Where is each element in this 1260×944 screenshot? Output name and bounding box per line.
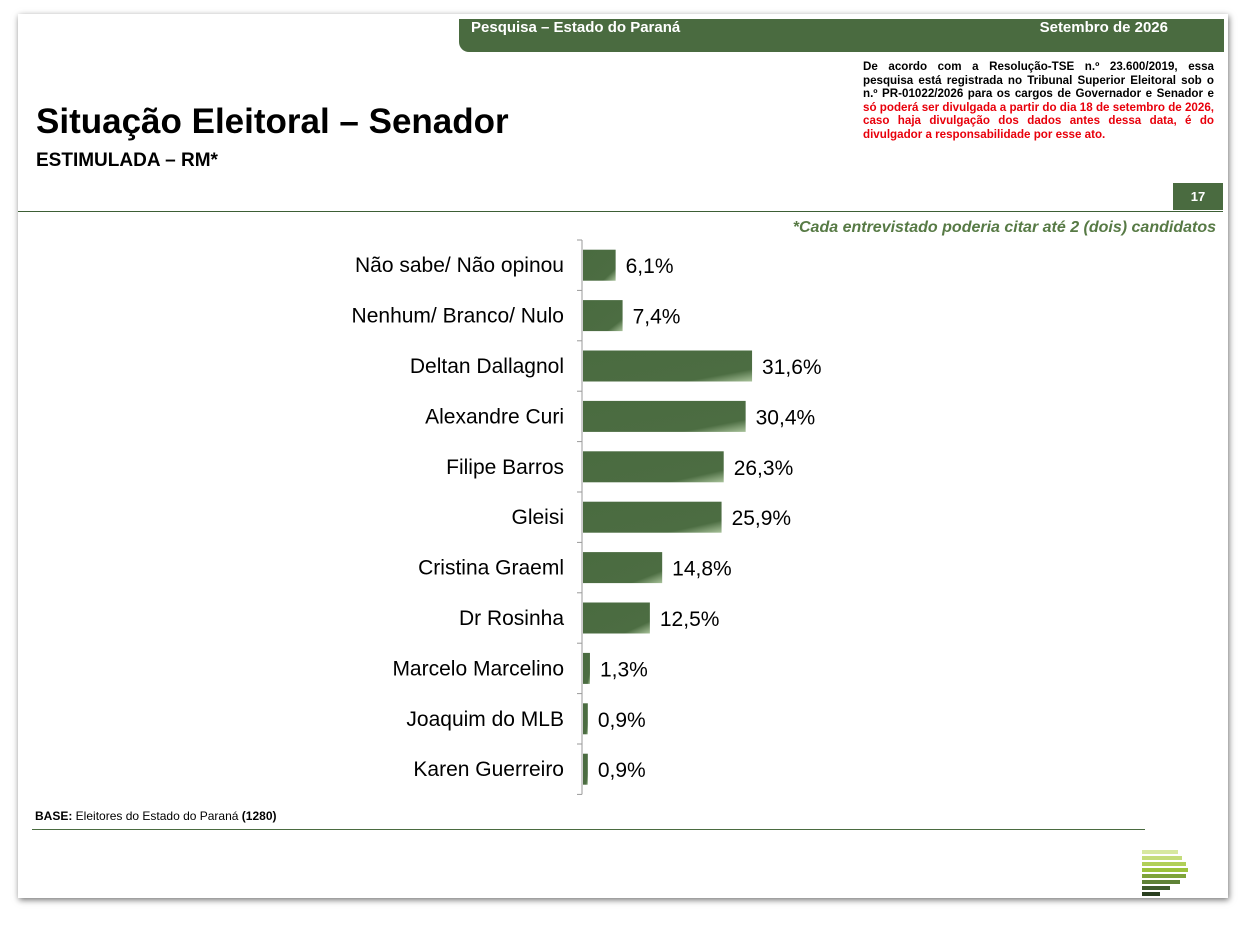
data-label: 14,8% — [672, 558, 732, 581]
page-number: 17 — [1173, 183, 1223, 210]
base-label: BASE: — [35, 809, 73, 823]
bar — [583, 400, 746, 432]
bar — [583, 501, 722, 533]
data-label: 31,6% — [762, 356, 822, 379]
bar — [583, 753, 588, 785]
page-title: Situação Eleitoral – Senador — [36, 102, 509, 141]
category-label: Alexandre Curi — [425, 405, 564, 428]
category-label: Joaquim do MLB — [406, 708, 564, 731]
bar — [583, 451, 724, 483]
data-label: 7,4% — [633, 306, 681, 329]
base-count: (1280) — [241, 809, 277, 823]
data-label: 12,5% — [660, 608, 720, 631]
data-label: 0,9% — [598, 759, 646, 782]
bar-chart: Não sabe/ Não opinou 6,1% Nenhum/ Branco/ … — [352, 239, 822, 795]
category-label: Nenhum/ Branco/ Nulo — [352, 305, 564, 328]
data-label: 25,9% — [732, 507, 792, 530]
category-label: Dr Rosinha — [459, 607, 564, 630]
category-label: Filipe Barros — [446, 456, 564, 479]
legal-notice-text: De acordo com a Resolução-TSE n.º 23.600… — [863, 60, 1214, 100]
bar — [583, 703, 588, 735]
base-note: BASE: Eleitores do Estado do Paraná (128… — [35, 809, 276, 823]
base-text: Eleitores do Estado do Paraná — [72, 809, 242, 823]
bar — [583, 300, 623, 332]
chart-footnote: *Cada entrevistado poderia citar até 2 (… — [792, 219, 1216, 236]
category-label: Karen Guerreiro — [413, 758, 564, 781]
striped-bars-logo-icon — [1142, 850, 1188, 896]
data-label: 1,3% — [600, 658, 648, 681]
page-subtitle: ESTIMULADA – RM* — [36, 150, 218, 171]
category-label: Deltan Dallagnol — [410, 355, 564, 378]
bar — [583, 602, 650, 634]
slide: Pesquisa – Estado do Paraná Setembro de … — [18, 14, 1228, 898]
date-label: Setembro de 2026 — [1039, 19, 1168, 36]
header-divider — [18, 211, 1223, 212]
category-label: Cristina Graeml — [418, 557, 564, 580]
legal-notice: De acordo com a Resolução-TSE n.º 23.600… — [863, 60, 1214, 141]
legal-notice-warning: só poderá ser divulgada a partir do dia … — [863, 100, 1214, 141]
category-label: Marcelo Marcelino — [392, 657, 564, 680]
data-label: 0,9% — [598, 709, 646, 732]
bar — [583, 249, 616, 281]
bar — [583, 552, 663, 584]
data-label: 26,3% — [734, 457, 794, 480]
category-label: Gleisi — [511, 506, 564, 529]
data-label: 6,1% — [626, 255, 674, 278]
header-bar: Pesquisa – Estado do Paraná Setembro de … — [459, 19, 1224, 52]
survey-label: Pesquisa – Estado do Paraná — [471, 19, 681, 36]
category-label: Não sabe/ Não opinou — [355, 254, 564, 277]
bar — [583, 652, 590, 684]
bar — [583, 350, 753, 382]
data-label: 30,4% — [756, 406, 816, 429]
footer-divider — [32, 829, 1145, 830]
